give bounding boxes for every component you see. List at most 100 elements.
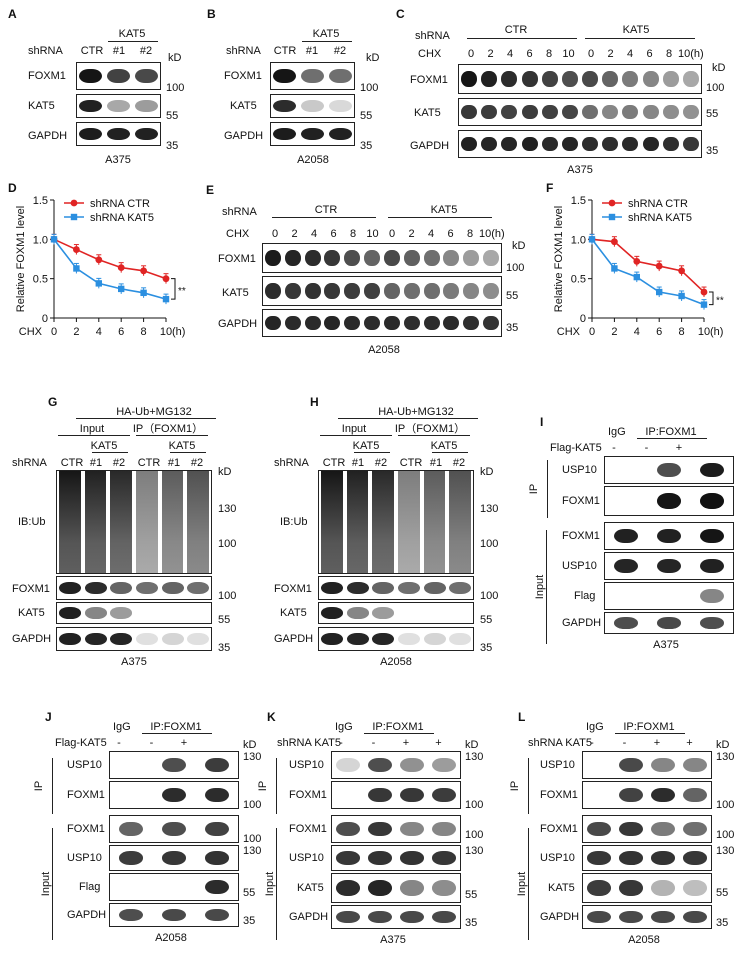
group-underline <box>108 41 158 42</box>
blot-band <box>119 821 144 837</box>
ub-smear-lane <box>110 471 132 573</box>
row-usp10: USP10 <box>289 759 324 771</box>
row-usp10: USP10 <box>67 852 102 864</box>
group-kat5: KAT5 <box>90 440 118 452</box>
row-gapdh: GAPDH <box>224 130 264 142</box>
blot-band <box>619 821 643 837</box>
lane-sign: + <box>180 737 188 749</box>
lane-label: #1 <box>429 457 443 469</box>
blot-band <box>683 910 707 924</box>
blot-band <box>699 528 724 544</box>
blot-band <box>423 283 440 299</box>
blot-band <box>642 136 659 152</box>
group-kat5: KAT5 <box>430 204 458 216</box>
blot-band <box>619 910 643 924</box>
data-point <box>678 267 685 275</box>
panel-label-a: A <box>8 7 17 21</box>
mw-marker: 35 <box>465 917 478 929</box>
blot-band <box>501 104 518 120</box>
input-group-label: Input <box>264 871 277 897</box>
bracket-line <box>276 828 277 940</box>
blot-band <box>284 315 301 331</box>
shrna-label: shRNA <box>28 45 63 57</box>
blot-band <box>284 283 301 299</box>
cell-line: A2058 <box>297 154 329 166</box>
blot-band <box>304 250 321 266</box>
blot-band <box>106 99 131 113</box>
mw-marker: 55 <box>506 290 519 302</box>
blot-band <box>521 71 538 87</box>
lane-sh2: #2 <box>139 45 153 57</box>
blot-band <box>58 607 81 619</box>
row-flag: Flag <box>79 881 101 893</box>
blot-band <box>683 757 707 773</box>
mw-marker: 100 <box>218 538 237 550</box>
panel-label-c: C <box>396 7 405 21</box>
blot-band <box>134 68 158 84</box>
row-usp10: USP10 <box>562 464 597 476</box>
blot-band <box>443 315 460 331</box>
blot-gapdh <box>262 309 502 337</box>
x-tick-label: 6 <box>656 326 662 338</box>
cell-line: A375 <box>567 164 593 176</box>
bracket-line <box>528 828 529 940</box>
ub-smear-lane <box>84 471 107 573</box>
mw-marker: 100 <box>480 538 499 550</box>
data-point <box>117 264 125 272</box>
ub-smear-lane <box>423 471 446 573</box>
group-underline <box>432 452 468 453</box>
x-tick-label: 2 <box>611 326 617 338</box>
series-line <box>53 238 167 300</box>
kd-label: kD <box>712 62 726 74</box>
lane-label: #2 <box>452 457 466 469</box>
blot-band <box>135 581 158 595</box>
lane-sign: + <box>435 737 442 749</box>
blot-kat5 <box>458 98 702 126</box>
data-point <box>162 295 170 303</box>
blot-band <box>187 581 210 595</box>
row-foxm1: FOXM1 <box>218 253 256 265</box>
blot-band <box>264 283 281 299</box>
data-point <box>633 257 641 265</box>
blot-band <box>432 787 456 803</box>
blot-gapdh <box>270 122 355 146</box>
significance-mark: ** <box>716 295 724 306</box>
kd-label: kD <box>243 739 257 751</box>
ub-smear-lane <box>136 471 158 573</box>
blot-kat5 <box>331 873 461 903</box>
blot-band <box>273 99 297 113</box>
hour-tick: 6 <box>526 48 533 60</box>
blot-band <box>587 821 611 837</box>
blot-band <box>400 757 424 773</box>
data-point <box>118 285 125 293</box>
blot-kat5 <box>270 94 355 118</box>
row-foxm1: FOXM1 <box>28 70 66 82</box>
data-point <box>655 262 663 270</box>
group-underline <box>615 733 685 734</box>
igg-label: IgG <box>335 721 353 733</box>
blot-band <box>400 787 424 803</box>
input-label: Input <box>341 423 367 435</box>
blot-band <box>135 632 158 646</box>
blot-band <box>300 68 325 84</box>
ip-group-label: IP <box>509 780 522 792</box>
blot-band <box>651 851 675 865</box>
blot-band <box>204 879 229 895</box>
blot-band <box>657 462 681 478</box>
blot-band <box>368 880 392 896</box>
lane-label: #2 <box>374 457 388 469</box>
blot-band <box>106 68 131 84</box>
legend-marker <box>70 199 78 207</box>
blot-band <box>58 581 81 595</box>
blot-band <box>423 632 446 646</box>
row-gapdh: GAPDH <box>410 140 450 152</box>
row-foxm1: FOXM1 <box>224 70 262 82</box>
blot-band <box>328 127 352 141</box>
blot-band <box>304 315 321 331</box>
blot-band <box>657 528 681 544</box>
panel-label-d: D <box>8 181 17 195</box>
blot-band <box>383 250 400 266</box>
ub-smear-lane <box>59 471 81 573</box>
blot-flag <box>109 873 239 901</box>
blot-kat5 <box>318 602 474 624</box>
